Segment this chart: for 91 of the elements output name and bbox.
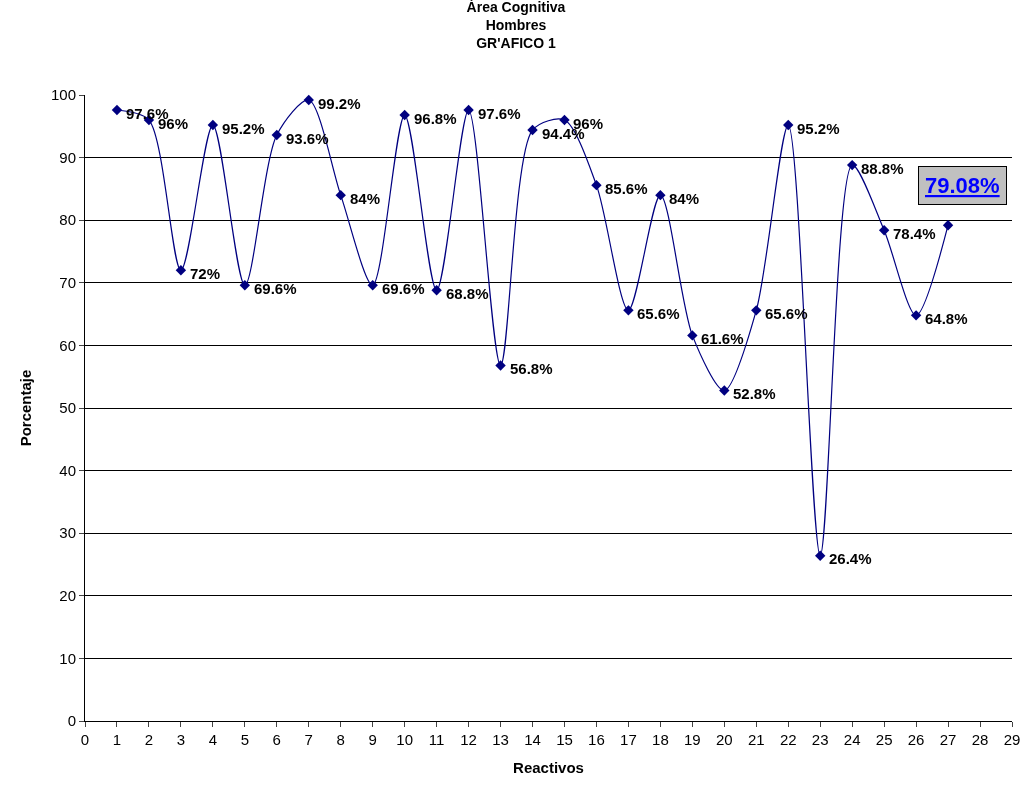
x-tick-label: 10 (396, 731, 413, 748)
point (367, 280, 378, 291)
y-tick-label: 30 (59, 524, 76, 542)
x-tick-label: 8 (336, 731, 345, 748)
x-tick-label: 15 (556, 731, 573, 748)
x-tick-label: 19 (684, 731, 701, 748)
data-label: 84% (669, 190, 700, 207)
data-label: 61.6% (701, 330, 744, 347)
point (687, 330, 698, 341)
annotation: 79.08% (925, 173, 1000, 198)
point (846, 159, 858, 171)
x-tick-label: 23 (811, 731, 829, 748)
data-label: 65.6% (637, 305, 680, 322)
x-tick-label: 12 (460, 731, 477, 748)
point (591, 179, 602, 191)
point (271, 129, 282, 141)
point (910, 310, 922, 321)
y-tick-label: 100 (50, 86, 76, 104)
y-tick-label: 80 (59, 211, 76, 229)
point (495, 360, 506, 371)
data-label: 78.4% (893, 225, 936, 242)
point (111, 104, 123, 116)
point (527, 124, 538, 136)
point (431, 285, 442, 296)
x-tick-label: 24 (843, 731, 861, 748)
data-label: 68.8% (446, 285, 489, 302)
x-tick-label: 21 (747, 731, 765, 748)
x-tick-label: 18 (652, 731, 669, 748)
data-label: 52.8% (733, 385, 776, 402)
chart-title: Área Cognitiva Hombres GR'AFICO 1 (466, 0, 566, 52)
x-tick-label: 17 (620, 731, 637, 748)
x-tick-label: 16 (588, 731, 605, 748)
point (207, 119, 219, 131)
y-tick-label: 60 (59, 336, 76, 354)
y-axis-title: Porcentaje (17, 369, 35, 447)
y-tick-label: 10 (59, 649, 76, 667)
data-label: 72% (190, 265, 221, 282)
data-label: 96.8% (414, 110, 457, 127)
point (335, 189, 346, 201)
x-tick-label: 4 (208, 731, 218, 748)
x-tick-label: 2 (144, 731, 154, 748)
x-tick-label: 6 (272, 731, 281, 748)
point (751, 305, 762, 316)
data-label: 64.8% (925, 310, 968, 327)
y-tick-label: 0 (67, 712, 76, 730)
point (239, 280, 251, 291)
point (463, 104, 474, 116)
point (623, 305, 634, 316)
data-label: 95.2% (222, 120, 265, 137)
point (719, 385, 730, 396)
x-tick-label: 26 (907, 731, 925, 748)
x-tick-label: 9 (368, 731, 377, 748)
y-tick-label: 90 (59, 148, 76, 166)
x-tick-label: 0 (80, 731, 90, 748)
y-tick-label: 20 (59, 587, 76, 605)
point (655, 189, 666, 201)
data-label: 69.6% (382, 280, 425, 297)
point (559, 114, 570, 126)
x-tick-label: 29 (1003, 731, 1021, 748)
data-label: 69.6% (254, 280, 297, 297)
data-label: 84% (350, 190, 381, 207)
x-tick-label: 20 (715, 731, 733, 748)
point (815, 550, 826, 561)
data-label: 97.6% (478, 105, 521, 122)
x-tick-label: 22 (779, 731, 797, 748)
x-tick-label: 27 (939, 731, 957, 748)
data-label: 88.8% (861, 160, 904, 177)
point (175, 265, 187, 276)
data-label: 95.2% (797, 120, 840, 137)
point (303, 94, 314, 106)
data-label: 26.4% (829, 550, 872, 567)
x-tick-label: 28 (971, 731, 989, 748)
data-label: 85.6% (605, 180, 648, 197)
x-tick-label: 14 (524, 731, 541, 748)
x-tick-label: 11 (428, 731, 445, 748)
x-tick-label: 1 (112, 731, 122, 748)
point (942, 220, 954, 231)
y-tick-label: 70 (59, 274, 76, 292)
data-label: 99.2% (318, 95, 361, 112)
x-tick-label: 7 (304, 731, 313, 748)
x-tick-label: 13 (492, 731, 509, 748)
x-tick-label: 25 (875, 731, 893, 748)
point (399, 109, 410, 121)
y-tick-label: 50 (59, 399, 76, 417)
data-label: 56.8% (510, 360, 553, 377)
point (783, 119, 794, 131)
point (878, 225, 890, 236)
y-tick-label: 40 (59, 461, 76, 479)
x-tick-label: 5 (240, 731, 249, 748)
x-tick-label: 3 (176, 731, 186, 748)
x-axis-title: Reactivos (513, 759, 584, 776)
